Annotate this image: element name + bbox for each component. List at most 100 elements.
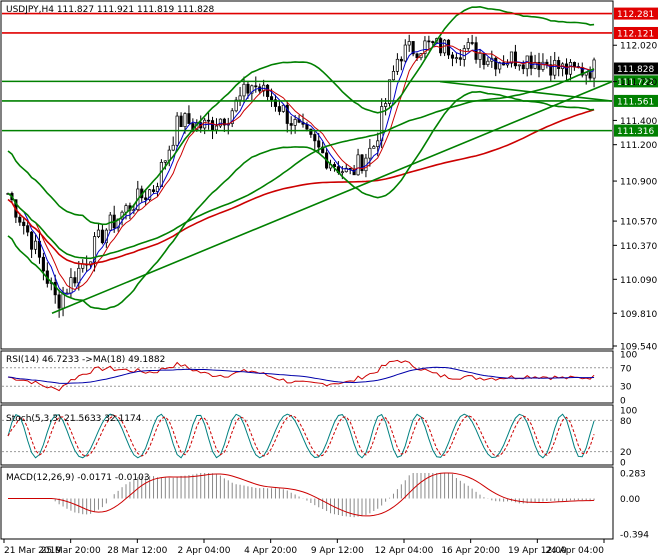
rsi-line [7,359,595,392]
candle-body [187,113,191,124]
ma-green-line [7,68,595,260]
candle-body [568,62,573,75]
candle-body [277,106,281,112]
candle-body [474,42,478,60]
candle-body [18,216,22,223]
ma-mid-line [7,45,595,290]
time-tick-label: 28 Mar 12:00 [107,546,167,556]
stoch-title: Stoch(5,3,3) 21.5633 32.1174 [6,414,142,424]
level-label: 111.316 [617,127,654,137]
candle-body [482,53,486,65]
level-label: 111.561 [617,97,654,107]
candle-body [403,44,407,62]
time-tick-label: 9 Apr 12:00 [311,546,364,556]
candle-body [411,41,415,55]
candle-body [572,62,576,67]
candle-body [254,85,258,88]
candle-body [289,123,293,126]
candle-body [466,42,470,49]
candle-body [238,95,242,101]
candle-body [26,225,30,233]
macd-signal-line [8,472,595,517]
candle-body [478,53,482,60]
candle-body [159,162,163,187]
candle-body [431,41,435,44]
candle-body [588,72,592,79]
candle-body [415,53,419,59]
candle-body [293,119,297,126]
candle-body [230,110,234,124]
candle-body [246,83,250,94]
candle-body [529,55,533,69]
candle-body [163,160,167,163]
macd-tick-label: 0.00 [620,495,640,505]
candle-body [387,79,392,104]
candle-body [171,144,175,151]
candle-body [214,125,219,131]
level-lines: 112.281 112.121 111.722 111.561 111.316 [2,7,658,137]
candle-body [557,60,561,69]
time-tick-label: 21 Mar 2019 [4,546,61,556]
candle-body [395,58,399,72]
candle-body [470,42,474,44]
macd-tick-label: 0.283 [620,470,646,480]
rsi-tick-label: 0 [620,397,626,407]
price-tick-label: 110.090 [620,276,657,286]
price-tick-label: 111.200 [620,141,657,151]
candle-body [391,70,396,81]
candle-body [41,256,45,272]
level-tag [614,94,658,107]
stoch-panel-frame [0,404,614,466]
candle-body [22,221,26,227]
candle-body [368,147,372,159]
candle-body [376,140,380,147]
stoch-tick-label: 80 [620,417,632,427]
candle-body [454,57,458,60]
candle-body [183,113,187,128]
candle-body [179,115,183,128]
candle-body [92,236,97,263]
macd-tick-label: -0.394 [620,531,649,541]
current-price-label: 111.828 [617,65,654,75]
candle-body [332,164,337,167]
candle-body [207,119,211,122]
stoch-tick-label: 100 [620,407,637,417]
main-plot [6,5,613,318]
bollinger-lower-line [7,90,595,310]
candle-body [517,64,521,67]
candle-body [384,103,388,107]
level-label: 112.281 [617,10,654,20]
trendline-channel [439,80,613,102]
macd-panel-frame [0,466,614,540]
candle-body [285,104,289,124]
candle-body [462,48,466,60]
price-tick-label: 109.810 [620,310,657,320]
candle-body [439,38,443,54]
candle-body [155,186,160,192]
rsi-tick-label: 30 [620,383,632,393]
stoch-tick-label: 20 [620,448,632,458]
candle-body [509,51,514,64]
candle-body [222,118,226,126]
macd-plot: 0.283 0.00 -0.394 [8,470,649,541]
candle-body [218,118,222,127]
level-label: 111.722 [617,78,654,88]
stoch-d-line [7,414,595,457]
candle-body [234,99,238,112]
level-tag [614,124,658,137]
rsi-plot: 100 70 30 0 [2,351,637,407]
candle-body [144,197,148,200]
level-tag [614,7,658,20]
ma-fast-line [7,42,595,295]
price-tick-label: 112.020 [620,42,657,52]
stoch-tick-label: 0 [620,459,626,469]
candle-body [151,189,156,192]
ma-slow-line [7,108,595,266]
candle-body [317,140,321,148]
candle-body [494,57,498,70]
time-tick-label: 12 Apr 04:00 [375,546,434,556]
price-axis: 112.020 111.720 111.400 111.200 110.900 110.5… [613,42,658,353]
